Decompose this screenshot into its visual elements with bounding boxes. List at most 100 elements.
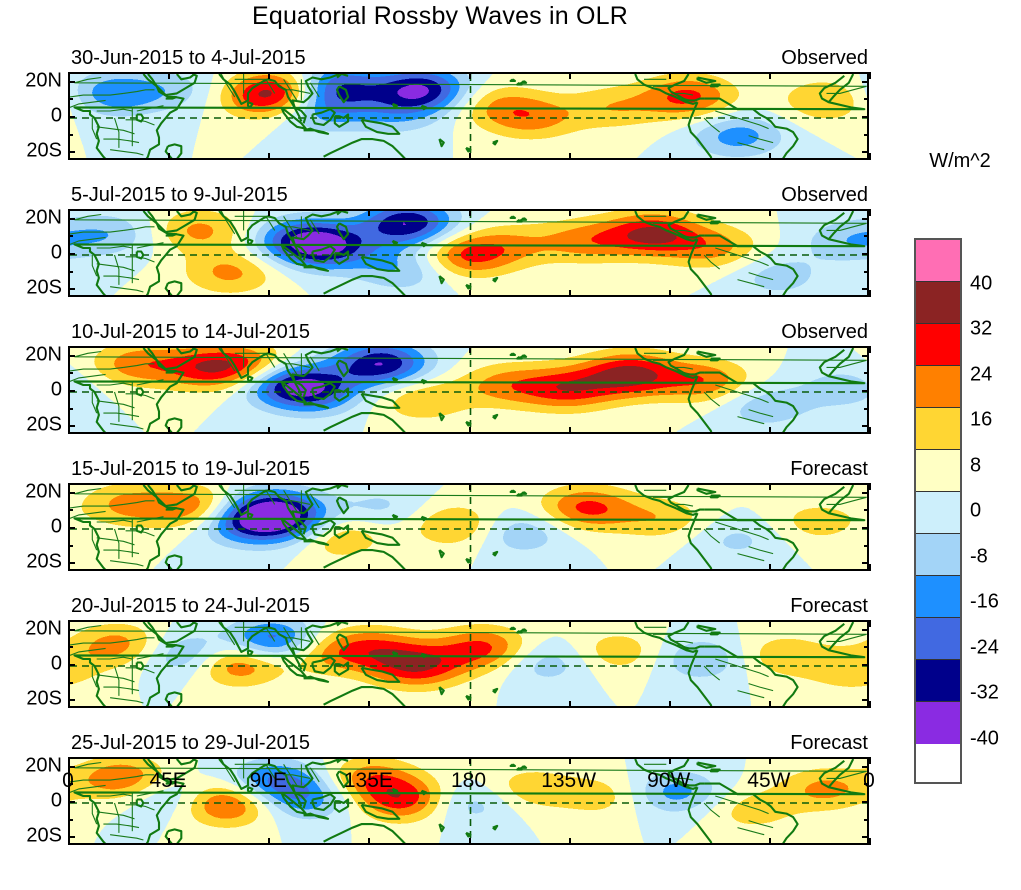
- y-axis-label: 0: [50, 652, 62, 675]
- y-tick: [862, 288, 869, 291]
- x-tick: [268, 620, 271, 627]
- x-tick: [768, 153, 771, 160]
- y-axis-label: 20S: [26, 687, 62, 710]
- panel-date-label: 15-Jul-2015 to 19-Jul-2015: [71, 458, 311, 480]
- x-tick: [468, 209, 471, 216]
- y-tick: [68, 116, 75, 118]
- colorbar-band: [916, 660, 960, 702]
- x-tick: [168, 346, 171, 353]
- x-tick: [869, 153, 871, 160]
- x-tick: [368, 757, 371, 764]
- x-tick: [268, 483, 271, 490]
- x-tick: [268, 72, 271, 79]
- x-tick: [668, 483, 671, 490]
- panel-date-label: 10-Jul-2015 to 14-Jul-2015: [71, 321, 311, 343]
- x-tick: [768, 72, 771, 79]
- y-tick: [68, 151, 75, 154]
- plot-area: [68, 346, 869, 434]
- x-axis-label: 180: [450, 769, 487, 792]
- x-tick: [869, 290, 871, 297]
- olr-anomaly-field: [70, 759, 867, 843]
- colorbar-band: [916, 492, 960, 534]
- x-tick: [68, 290, 70, 297]
- map-panel-6: 25-Jul-2015 to 29-Jul-2015 Forecast 20N 0 20…: [25, 732, 875, 847]
- panel-date-label: 25-Jul-2015 to 29-Jul-2015: [71, 732, 311, 754]
- x-tick: [468, 290, 471, 297]
- y-tick-minor: [864, 133, 869, 136]
- y-tick: [68, 836, 75, 839]
- x-tick: [268, 427, 271, 434]
- x-tick: [468, 620, 471, 627]
- x-tick: [668, 701, 671, 708]
- x-tick: [668, 620, 671, 627]
- x-tick: [468, 153, 471, 160]
- y-tick-minor: [68, 646, 73, 649]
- y-axis-label: 0: [50, 515, 62, 538]
- x-tick: [268, 290, 271, 297]
- olr-anomaly-field: [70, 485, 867, 569]
- y-tick: [862, 527, 869, 529]
- x-tick: [268, 346, 271, 353]
- x-tick: [869, 757, 871, 764]
- x-tick: [68, 620, 70, 627]
- y-axis-label: 0: [50, 789, 62, 812]
- x-tick: [368, 72, 371, 79]
- x-tick: [869, 620, 871, 627]
- x-tick: [568, 757, 571, 764]
- x-tick: [168, 209, 171, 216]
- panel-kind-label: Observed: [781, 184, 868, 206]
- x-tick: [268, 838, 271, 845]
- y-tick: [68, 699, 75, 702]
- y-tick: [862, 425, 869, 428]
- x-tick: [368, 427, 371, 434]
- plot-area: [68, 483, 869, 571]
- y-axis-label: 20S: [26, 824, 62, 847]
- olr-anomaly-field: [70, 211, 867, 295]
- x-tick: [168, 290, 171, 297]
- panel-kind-label: Forecast: [790, 458, 868, 480]
- colorbar-tick-label: 0: [970, 499, 982, 522]
- y-tick-minor: [864, 407, 869, 410]
- y-tick-minor: [864, 235, 869, 238]
- colorbar-tick-label: -24: [970, 636, 999, 658]
- plot-area: [68, 757, 869, 845]
- y-tick-minor: [68, 372, 73, 375]
- y-tick: [68, 288, 75, 291]
- x-tick: [568, 72, 571, 79]
- y-tick-minor: [68, 407, 73, 410]
- colorbar-tick-label: 32: [970, 317, 993, 340]
- y-tick-minor: [864, 509, 869, 512]
- y-tick-minor: [68, 544, 73, 547]
- map-panel-5: 20-Jul-2015 to 24-Jul-2015 Forecast 20N 0 20…: [25, 595, 871, 710]
- y-tick: [862, 354, 869, 357]
- x-tick: [468, 427, 471, 434]
- y-tick: [68, 664, 75, 666]
- y-tick-minor: [68, 133, 73, 136]
- y-tick: [862, 836, 869, 839]
- x-tick: [668, 72, 671, 79]
- x-tick: [68, 701, 70, 708]
- colorbar-band: [916, 534, 960, 576]
- x-tick: [568, 483, 571, 490]
- colorbar-tick-label: -32: [970, 681, 999, 704]
- y-tick: [68, 425, 75, 428]
- x-tick: [869, 564, 871, 571]
- x-tick: [268, 701, 271, 708]
- x-tick: [68, 153, 70, 160]
- y-tick: [68, 390, 75, 392]
- y-tick: [862, 253, 869, 255]
- x-tick: [768, 701, 771, 708]
- x-tick: [268, 153, 271, 160]
- y-axis-label: 20N: [25, 617, 62, 640]
- x-axis-label: 45E: [149, 769, 187, 792]
- x-tick: [668, 838, 671, 845]
- x-tick: [368, 209, 371, 216]
- x-tick: [869, 346, 871, 353]
- x-tick: [68, 483, 70, 490]
- panel-kind-label: Forecast: [790, 732, 868, 754]
- x-tick: [368, 290, 371, 297]
- map-panel-1: 30-Jun-2015 to 4-Jul-2015 Observed 20N 0 20S: [25, 47, 871, 162]
- x-tick: [869, 427, 871, 434]
- map-panel-2: 5-Jul-2015 to 9-Jul-2015 Observed 20N 0 20S: [25, 184, 871, 299]
- y-tick: [862, 116, 869, 118]
